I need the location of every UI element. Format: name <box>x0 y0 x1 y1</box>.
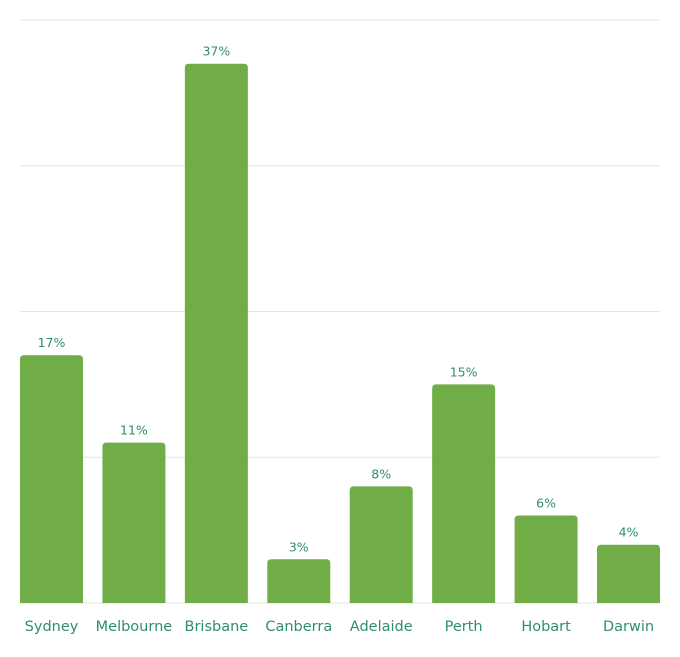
category-label: Perth <box>445 619 483 635</box>
bar-canberra <box>267 559 331 603</box>
data-label: 17% <box>38 335 66 350</box>
category-label: Hobart <box>521 619 571 635</box>
bar-perth <box>432 384 496 603</box>
bar-melbourne <box>102 442 166 603</box>
category-label: Darwin <box>603 619 654 635</box>
bar-hobart <box>514 515 578 603</box>
bar-brisbane <box>184 63 248 604</box>
bar-sydney <box>20 355 83 603</box>
data-label: 15% <box>450 364 478 379</box>
data-label: 11% <box>120 423 148 438</box>
data-label: 6% <box>536 496 556 511</box>
category-label: Brisbane <box>185 619 249 635</box>
category-label: Canberra <box>265 619 332 635</box>
category-label: Melbourne <box>96 619 173 635</box>
category-label: Adelaide <box>350 619 413 635</box>
bar-darwin <box>597 544 660 603</box>
data-label: 37% <box>202 44 230 59</box>
data-label: 4% <box>619 525 639 540</box>
bar-adelaide <box>349 486 413 603</box>
data-label: 8% <box>371 466 391 481</box>
category-label: Sydney <box>25 619 79 635</box>
data-label: 3% <box>289 539 309 554</box>
